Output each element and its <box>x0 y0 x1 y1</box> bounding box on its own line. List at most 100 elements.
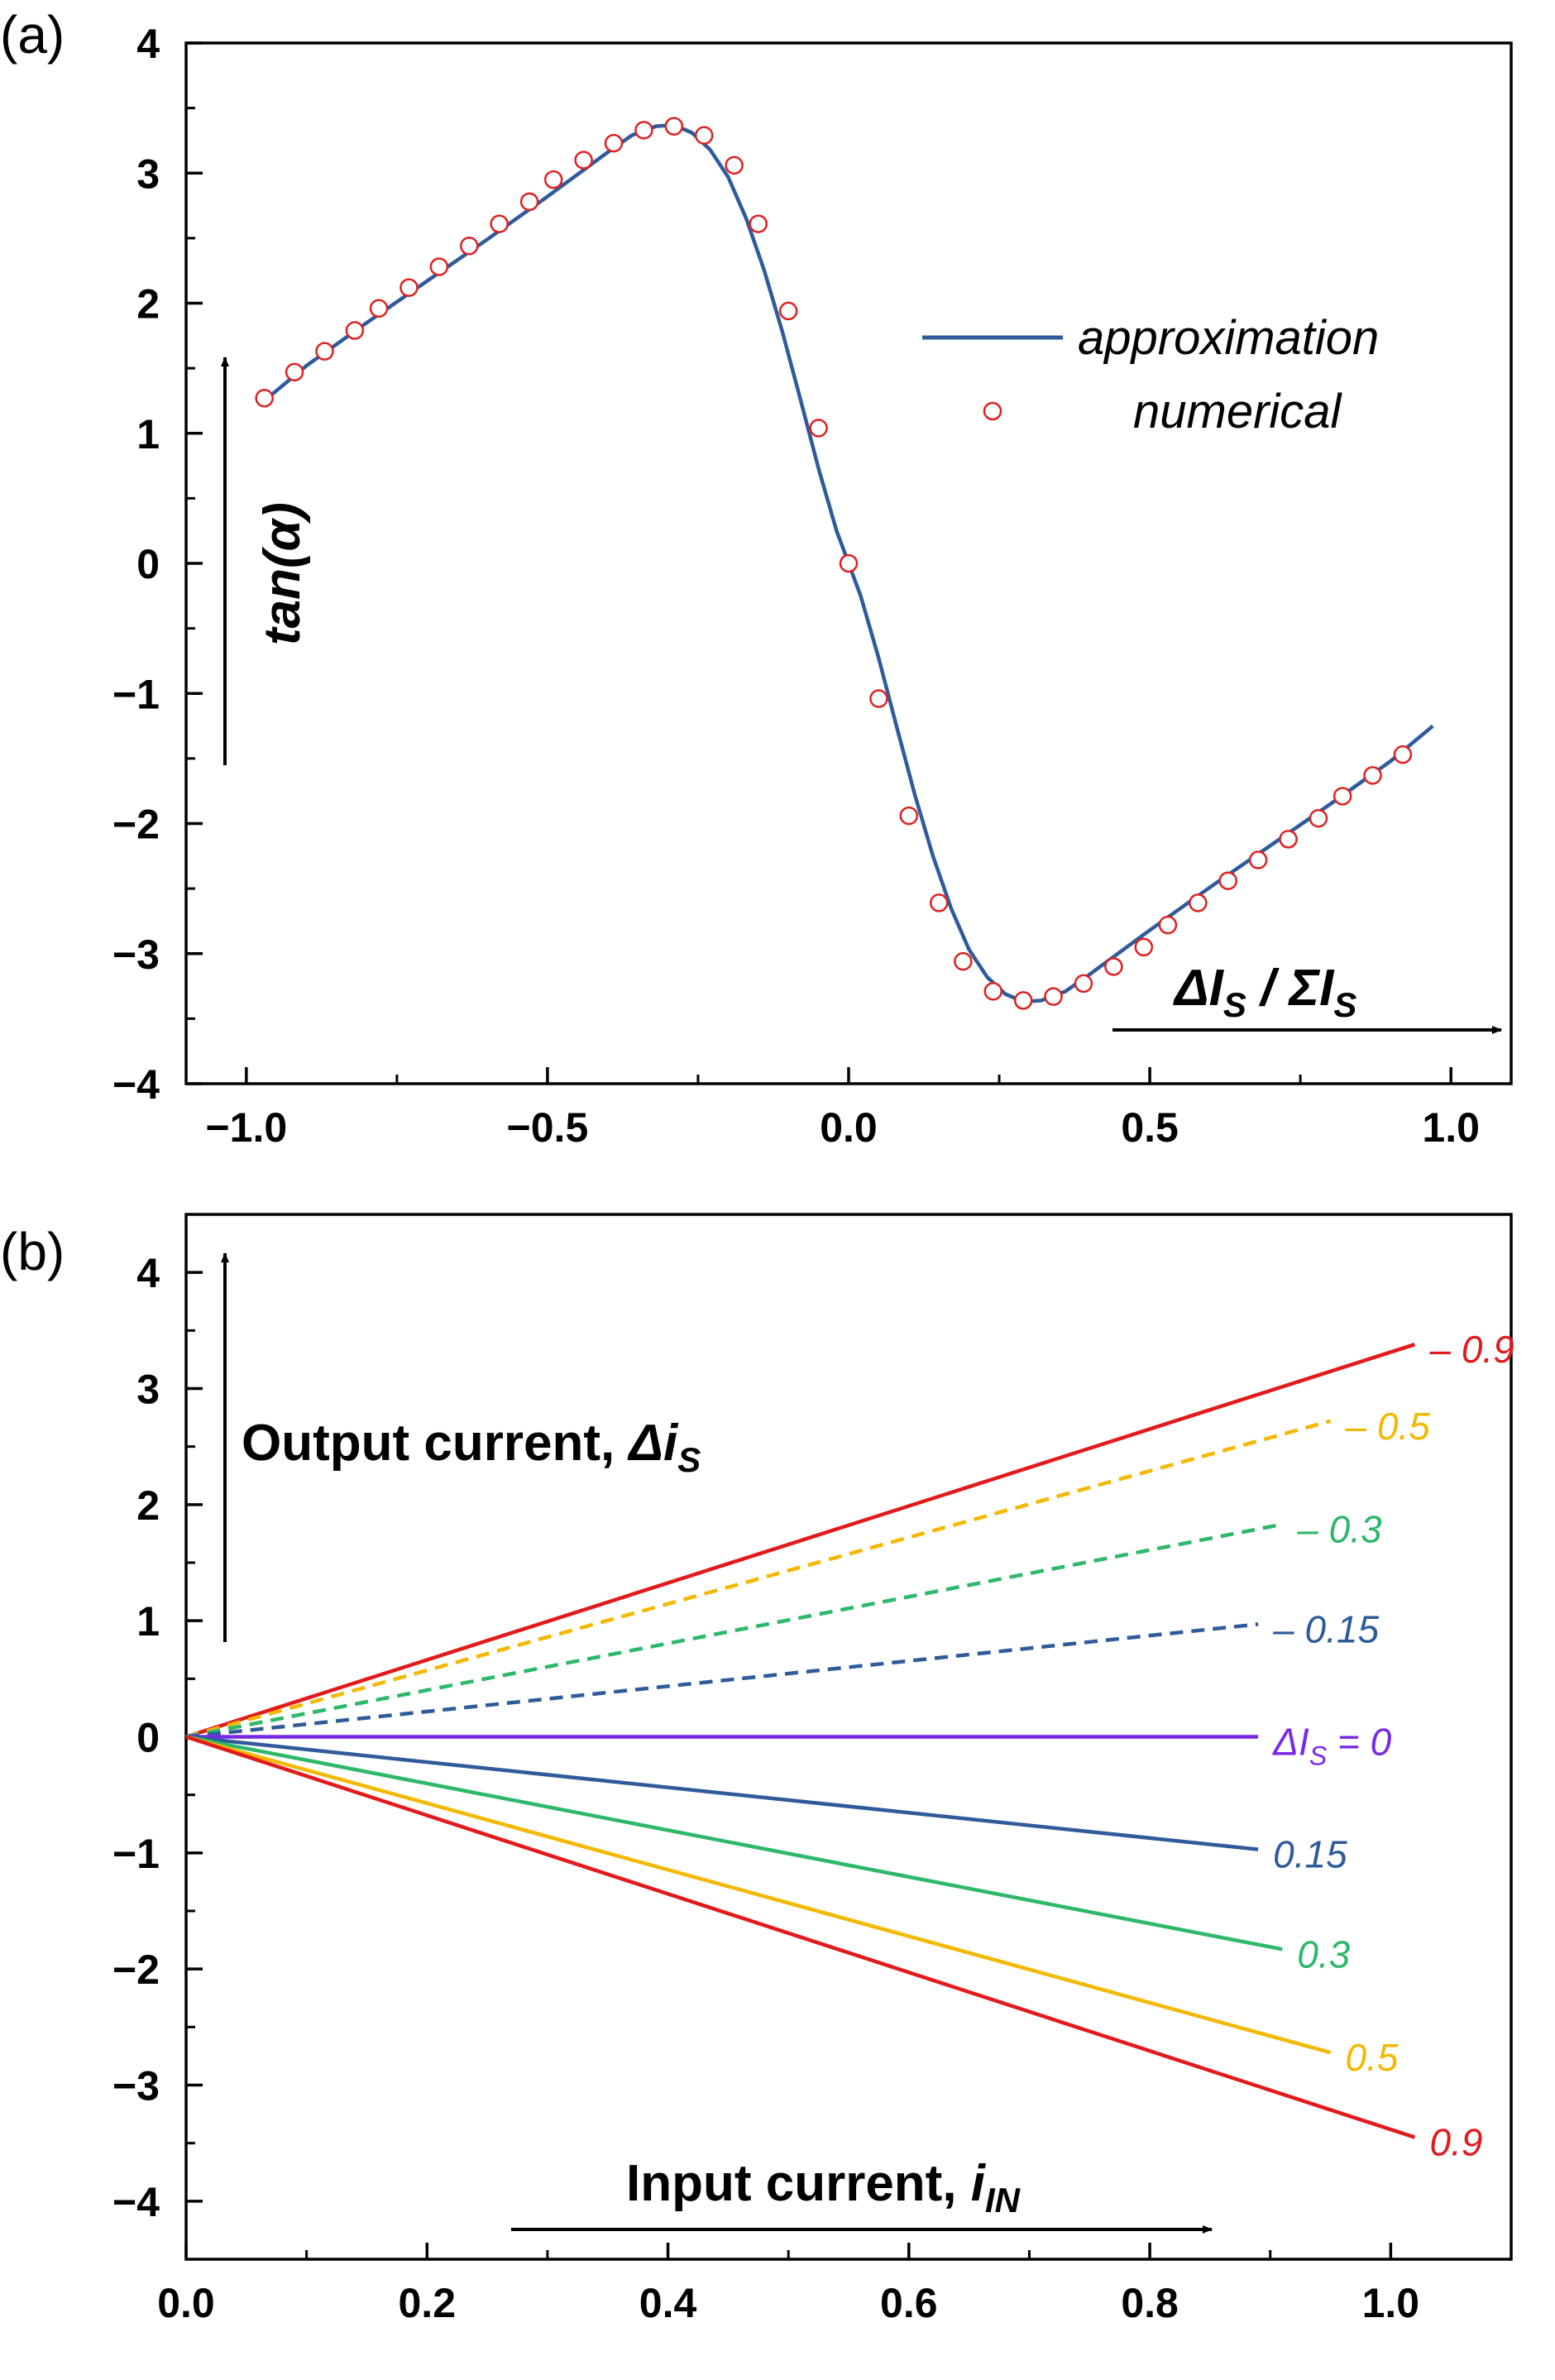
numerical-point <box>1189 893 1208 912</box>
numerical-point <box>1309 808 1328 828</box>
panel-a-xtick-label: −0.5 <box>507 1104 589 1151</box>
panel-a-xlabel-sigma: / ΣI <box>1246 960 1335 1017</box>
series-line-7 <box>185 1735 1332 2055</box>
panel-b-ytick-label: −1 <box>112 1831 160 1877</box>
numerical-point <box>315 342 334 361</box>
numerical-point <box>1363 766 1382 785</box>
panel-b-ylabel-sub: S <box>677 1440 701 1479</box>
panel-b-ylabel-var: Δi <box>627 1415 679 1472</box>
panel-b-lines <box>185 1343 1416 2139</box>
numerical-point <box>899 806 919 826</box>
numerical-point <box>369 299 389 318</box>
series-line-0 <box>185 1343 1416 1739</box>
numerical-point <box>929 893 949 912</box>
numerical-point <box>694 126 714 145</box>
numerical-point <box>809 419 828 438</box>
series-label-2: – 0.3 <box>1296 1508 1382 1551</box>
legend-numerical-swatch <box>983 401 1002 421</box>
series-line-5 <box>185 1735 1259 1851</box>
numerical-point <box>839 553 859 573</box>
series-line-1 <box>185 1419 1332 1739</box>
panel-b-line-labels: – 0.9 – 0.5 – 0.3 – 0.15 ΔIS = 0 0.15 0.3 0.5 0.… <box>1272 1328 1514 2163</box>
numerical-point <box>1279 830 1298 849</box>
panel-b-ytick-label: −4 <box>112 2179 160 2225</box>
numerical-point <box>869 689 888 708</box>
panel-b-ytick-label: 0 <box>136 1715 160 1761</box>
panel-b-ytick-label: −2 <box>112 1947 160 1993</box>
numerical-point <box>1333 787 1352 806</box>
numerical-point <box>574 151 593 170</box>
panel-b-ytick-label: −3 <box>112 2063 160 2109</box>
panel-a-ytick-label: 3 <box>136 151 160 197</box>
panel-b-ticks: 0.0 0.2 0.4 0.6 0.8 1.0 −4 −3 −2 −1 0 1 2 3 4 <box>112 1250 1419 2326</box>
series-line-8 <box>185 1735 1416 2139</box>
numerical-point <box>519 192 539 212</box>
panel-a-xtick-label: −1.0 <box>205 1104 287 1151</box>
panel-b-xtick-label: 0.4 <box>639 2280 697 2326</box>
panel-b-xtick-label: 0.8 <box>1121 2280 1179 2326</box>
panel-a-legend: approximation numerical <box>922 311 1379 438</box>
legend-numerical-label: numerical <box>1133 385 1343 438</box>
series-line-6 <box>185 1735 1283 1951</box>
panel-b-xtick-label: 0.0 <box>157 2280 215 2326</box>
numerical-point <box>1134 937 1154 957</box>
panel-b-xlabel-var: i <box>971 2155 987 2212</box>
panel-b-ytick-label: 3 <box>136 1367 160 1413</box>
numerical-point <box>255 389 274 408</box>
panel-b-xtick-label: 0.6 <box>880 2280 938 2326</box>
numerical-point <box>1393 745 1413 764</box>
panel-a-ytick-label: 2 <box>136 281 160 328</box>
series-label-4: ΔIS = 0 <box>1272 1721 1391 1771</box>
numerical-point <box>285 362 304 382</box>
panel-a-xlabel-sub1: S <box>1223 985 1246 1024</box>
panel-b-ytick-label: 2 <box>136 1482 160 1529</box>
panel-a-xtick-label: 0.5 <box>1121 1104 1179 1151</box>
series-label-prefix-sub: S <box>1309 1741 1327 1771</box>
panel-a-ytick-label: 1 <box>136 411 160 457</box>
panel-a-ytick-label: −1 <box>112 671 160 717</box>
numerical-point <box>954 951 973 971</box>
panel-b-ylabel: Output current, ΔiS <box>242 1415 701 1479</box>
series-label-0: – 0.9 <box>1428 1328 1514 1371</box>
panel-a: (a) −1.0 −0.5 0.0 0.5 1.0 −4 −3 −2 −1 0 1 2 3 4 tan(α… <box>0 5 1513 1151</box>
panel-a-xlabel-sub2: S <box>1333 985 1356 1024</box>
series-label-1: – 0.5 <box>1345 1405 1431 1448</box>
numerical-point <box>1013 991 1033 1010</box>
panel-a-ylabel: tan(α) <box>254 502 311 645</box>
series-label-value: 0 <box>1371 1721 1392 1764</box>
panel-a-xtick-label: 0.0 <box>820 1104 878 1151</box>
panel-a-xlabel: ΔIS / ΣIS <box>1173 960 1356 1024</box>
numerical-point <box>983 982 1003 1001</box>
panel-a-xlabel-delta: ΔI <box>1173 960 1225 1017</box>
numerical-point <box>345 321 365 340</box>
numerical-point <box>604 133 624 153</box>
numerical-point <box>543 170 563 189</box>
panel-a-ytick-label: −2 <box>112 802 160 848</box>
series-line-3 <box>185 1622 1259 1739</box>
series-line-2 <box>185 1522 1283 1739</box>
panel-a-xtick-label: 1.0 <box>1422 1104 1480 1151</box>
panel-b-xlabel-sub: IN <box>985 2181 1022 2220</box>
panel-b-ylabel-text: Output current, <box>242 1415 629 1472</box>
panel-b-xtick-label: 0.2 <box>399 2280 457 2326</box>
numerical-point <box>725 156 744 175</box>
numerical-point <box>634 121 653 140</box>
panel-a-ytick-label: 4 <box>136 21 160 67</box>
numerical-point <box>749 214 768 233</box>
panel-b-ytick-label: 1 <box>136 1598 160 1645</box>
numerical-point <box>429 257 449 276</box>
panel-a-ytick-label: −4 <box>112 1061 160 1108</box>
legend-approximation-label: approximation <box>1078 311 1379 365</box>
series-label-3: – 0.15 <box>1272 1607 1379 1650</box>
panel-b-ytick-label: 4 <box>136 1250 160 1296</box>
series-label-6: 0.3 <box>1297 1932 1350 1975</box>
numerical-point <box>459 237 479 256</box>
panel-a-tag: (a) <box>0 5 65 65</box>
numerical-point <box>1248 850 1268 869</box>
numerical-point <box>1044 987 1063 1006</box>
numerical-point <box>1104 957 1123 976</box>
series-label-prefix-eq: = <box>1327 1721 1370 1764</box>
panel-b: (b) 0.0 0.2 0.4 0.6 0.8 1.0 −4 −3 −2 −1 0 1 2 3 4 – 0.… <box>0 1213 1514 2326</box>
numerical-point <box>778 301 798 321</box>
